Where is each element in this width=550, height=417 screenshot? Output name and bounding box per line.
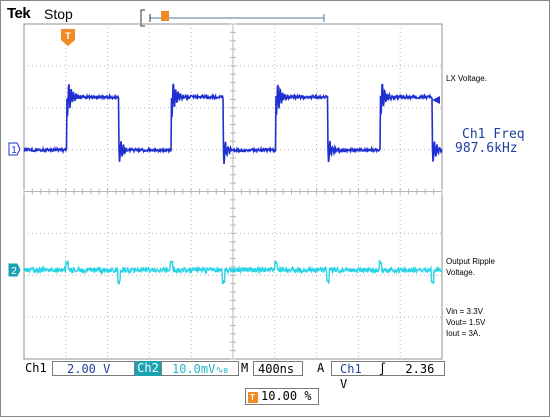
ch2-scale-value: 10.0mV xyxy=(172,362,215,376)
svg-text:2: 2 xyxy=(11,266,17,277)
ch2-label: Ch2 xyxy=(135,361,161,376)
trigger-position-value: 10.00 % xyxy=(261,389,312,404)
condition-iout: Iout = 3A. xyxy=(446,328,480,339)
svg-text:T: T xyxy=(65,31,71,41)
measurement-label: Ch1 Freq xyxy=(462,127,525,142)
trigger-position-marker[interactable]: T xyxy=(61,29,75,46)
ch2-marker[interactable]: 2 xyxy=(9,264,20,277)
trigger-readout[interactable]: Ch1 ∫ 2.36 V xyxy=(331,361,445,376)
graticule xyxy=(24,24,442,359)
acquisition-mode: A xyxy=(317,361,324,376)
trigger-slope-icon: ∫ xyxy=(379,362,386,376)
timebase-prefix: M xyxy=(241,361,248,376)
ch1-label: Ch1 xyxy=(25,361,47,376)
trigger-source: Ch1 xyxy=(340,362,362,376)
bandwidth-limit-icon: ∿ xyxy=(215,365,223,376)
condition-vout: Vout= 1.5V xyxy=(446,317,485,328)
measurement-value: 987.6kHz xyxy=(455,141,518,156)
ch1-trace-label: LX Voltage. xyxy=(446,73,487,84)
bandwidth-limit-sub: B xyxy=(224,367,228,375)
svg-text:1: 1 xyxy=(11,145,17,156)
ch1-scale[interactable]: 2.00 V xyxy=(52,361,135,376)
ch1-marker[interactable]: 1 xyxy=(9,143,20,156)
timebase-value[interactable]: 400ns xyxy=(253,361,303,376)
ch2-scale[interactable]: 10.0mV∿B xyxy=(161,361,239,376)
condition-vin: Vin = 3.3V xyxy=(446,306,483,317)
trigger-level-arrow[interactable] xyxy=(432,96,440,104)
ch2-trace-label-line2: Voltage. xyxy=(446,267,475,278)
trigger-position-icon-label: T xyxy=(250,392,255,403)
ch2-trace-label-line1: Output Ripple xyxy=(446,256,495,267)
record-trigger-icon xyxy=(161,11,169,21)
